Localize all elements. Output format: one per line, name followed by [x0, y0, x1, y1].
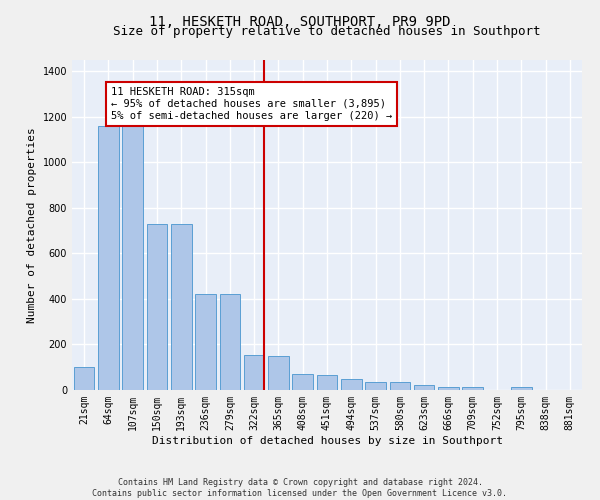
Bar: [365, 382, 386, 390]
X-axis label: Distribution of detached houses by size in Southport: Distribution of detached houses by size …: [151, 436, 503, 446]
Bar: [292, 374, 313, 390]
Bar: [74, 367, 94, 390]
Text: 11 HESKETH ROAD: 315sqm
← 95% of detached houses are smaller (3,895)
5% of semi-: 11 HESKETH ROAD: 315sqm ← 95% of detache…: [111, 88, 392, 120]
Bar: [220, 294, 240, 390]
Bar: [268, 356, 289, 390]
Bar: [317, 375, 337, 390]
Bar: [511, 386, 532, 390]
Text: 11, HESKETH ROAD, SOUTHPORT, PR9 9PD: 11, HESKETH ROAD, SOUTHPORT, PR9 9PD: [149, 15, 451, 29]
Bar: [195, 294, 216, 390]
Bar: [389, 382, 410, 390]
Bar: [244, 354, 265, 390]
Bar: [463, 386, 483, 390]
Title: Size of property relative to detached houses in Southport: Size of property relative to detached ho…: [113, 25, 541, 38]
Bar: [171, 224, 191, 390]
Bar: [146, 224, 167, 390]
Bar: [414, 386, 434, 390]
Text: Contains HM Land Registry data © Crown copyright and database right 2024.
Contai: Contains HM Land Registry data © Crown c…: [92, 478, 508, 498]
Bar: [122, 126, 143, 390]
Y-axis label: Number of detached properties: Number of detached properties: [27, 127, 37, 323]
Bar: [98, 126, 119, 390]
Bar: [341, 378, 362, 390]
Bar: [438, 386, 459, 390]
